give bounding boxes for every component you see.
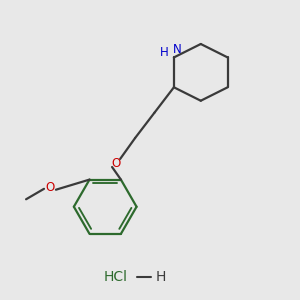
Text: H: H [155,270,166,284]
Text: O: O [111,157,120,170]
Text: O: O [45,181,55,194]
Text: H: H [160,46,169,59]
Text: N: N [172,43,181,56]
Text: HCl: HCl [104,270,128,284]
